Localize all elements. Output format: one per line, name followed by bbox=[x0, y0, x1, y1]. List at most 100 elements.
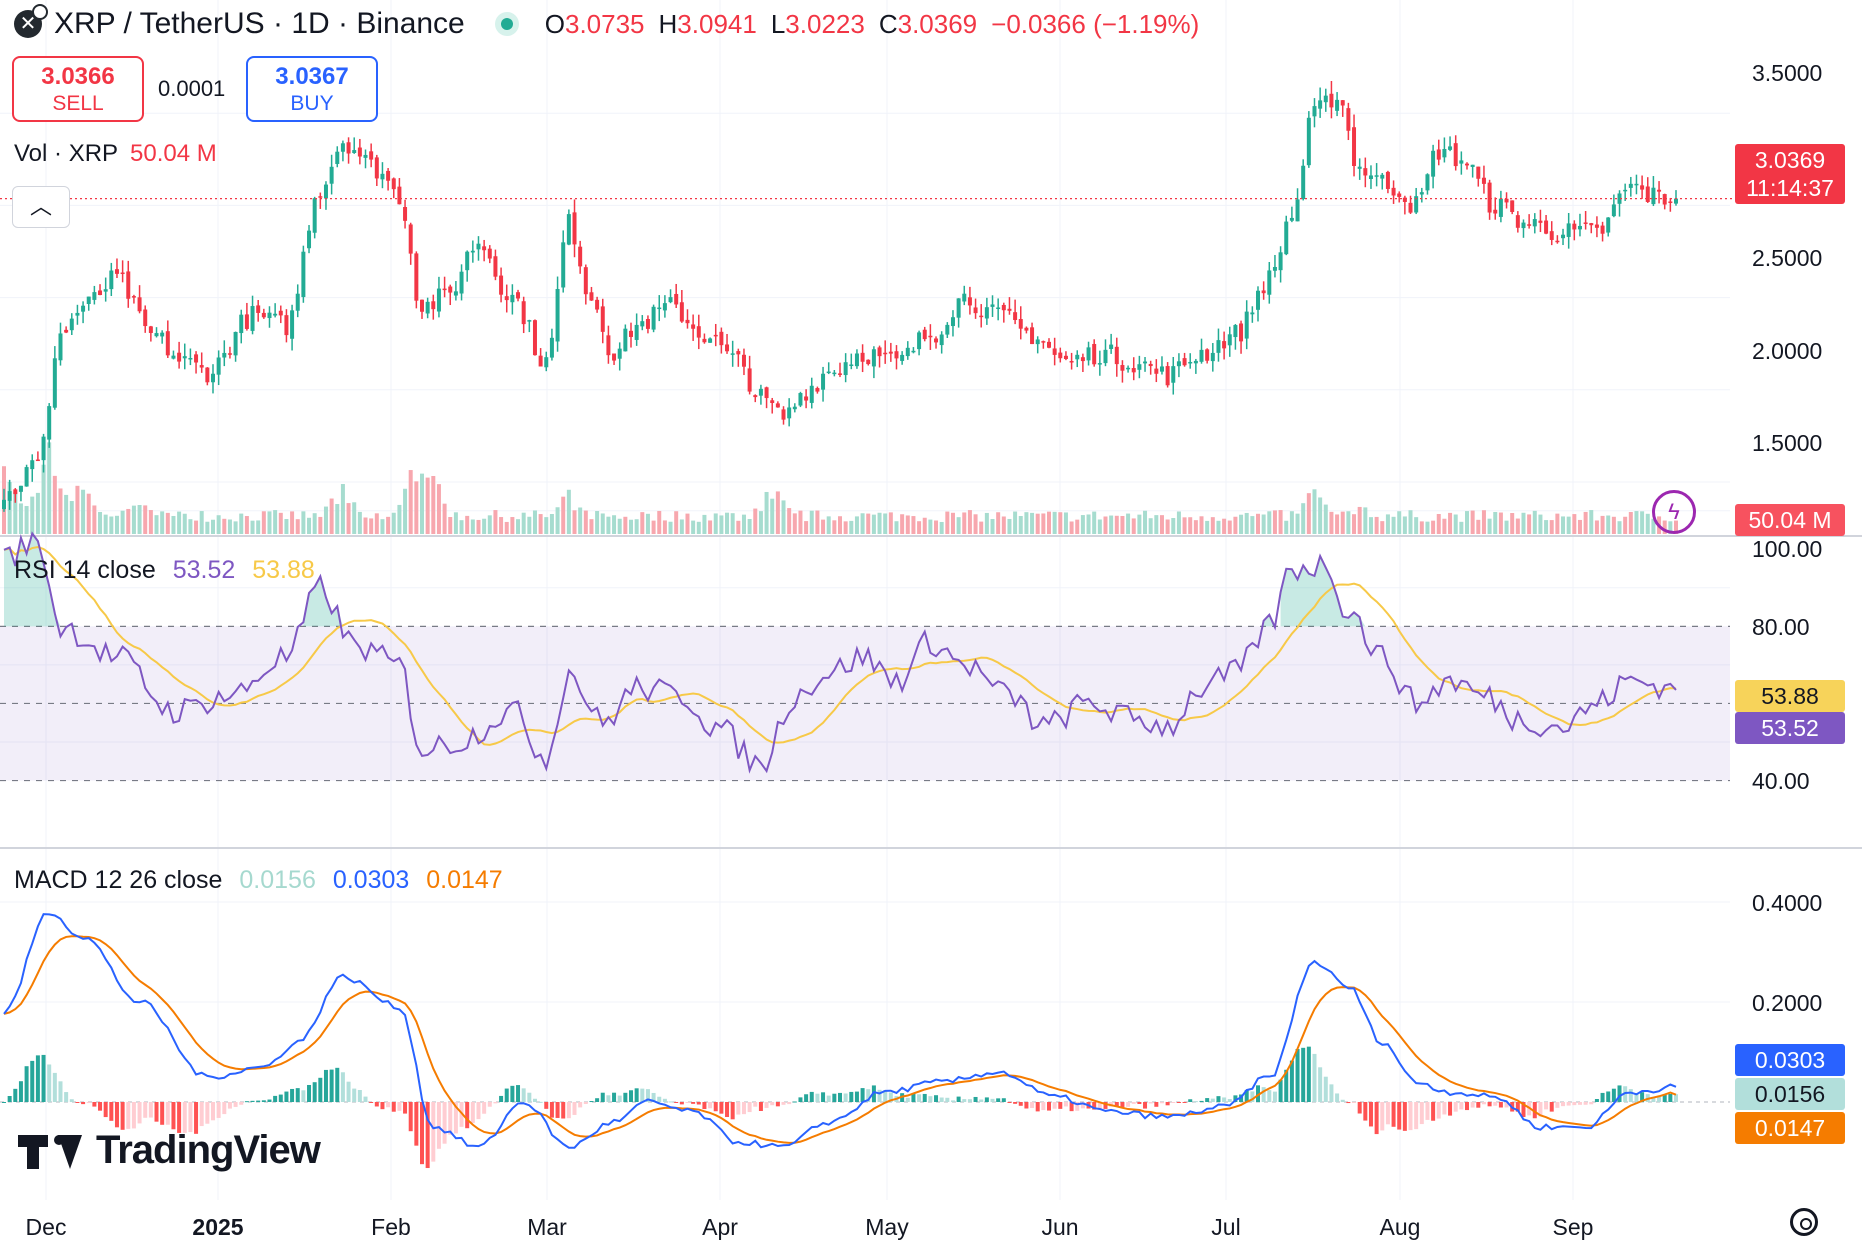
candle-body bbox=[1097, 363, 1102, 365]
macd-histogram-bar bbox=[1171, 1102, 1176, 1103]
buy-button[interactable]: 3.0367 BUY bbox=[246, 56, 378, 122]
macd-histogram-bar bbox=[148, 1102, 153, 1118]
candle-body bbox=[250, 306, 255, 331]
macd-histogram-bar bbox=[1481, 1102, 1486, 1105]
volume-bar bbox=[578, 507, 583, 534]
macd-histogram-bar bbox=[883, 1090, 888, 1102]
candle-body bbox=[482, 246, 487, 251]
candle-body bbox=[1419, 192, 1424, 195]
macd-histogram-bar bbox=[1261, 1087, 1266, 1102]
candle-body bbox=[1109, 344, 1114, 349]
macd-legend[interactable]: MACD 12 26 close 0.0156 0.0303 0.0147 bbox=[14, 866, 503, 895]
macd-histogram-bar bbox=[1176, 1102, 1181, 1103]
macd-histogram-bar bbox=[1301, 1047, 1306, 1102]
macd-histogram-bar bbox=[380, 1102, 385, 1110]
volume-bar bbox=[148, 510, 153, 534]
candle-body bbox=[126, 271, 131, 299]
macd-histogram-bar bbox=[674, 1102, 679, 1103]
macd-histogram-bar bbox=[657, 1096, 662, 1102]
candle-body bbox=[261, 312, 266, 318]
candle-body bbox=[854, 353, 859, 367]
macd-histogram-bar bbox=[516, 1085, 521, 1102]
volume-bar bbox=[1329, 511, 1334, 534]
candle-body bbox=[1114, 346, 1119, 365]
macd-histogram-bar bbox=[329, 1069, 334, 1102]
chart-title[interactable]: XRP / TetherUS · 1D · Binance bbox=[54, 7, 465, 40]
macd-histogram-bar bbox=[821, 1092, 826, 1102]
candle-body bbox=[374, 157, 379, 179]
volume-bar bbox=[589, 519, 594, 534]
macd-histogram-bar bbox=[312, 1082, 317, 1102]
volume-bar bbox=[41, 464, 46, 534]
macd-histogram-bar bbox=[1549, 1102, 1554, 1112]
volume-bar bbox=[651, 520, 656, 534]
macd-histogram-bar bbox=[1476, 1102, 1481, 1108]
volume-bar bbox=[420, 473, 424, 534]
candle-body bbox=[369, 151, 374, 160]
candle-body bbox=[346, 142, 351, 154]
macd-histogram-bar bbox=[1284, 1069, 1289, 1102]
macd-signal-value: 0.0147 bbox=[426, 866, 503, 894]
volume-bar bbox=[544, 517, 549, 534]
sell-button[interactable]: 3.0366 SELL bbox=[12, 56, 144, 122]
candle-body bbox=[1312, 106, 1317, 117]
volume-bar bbox=[1532, 510, 1537, 534]
candle-body bbox=[1368, 175, 1373, 179]
macd-histogram-bar bbox=[758, 1102, 763, 1111]
macd-histogram-bar bbox=[905, 1097, 910, 1102]
macd-histogram-bar bbox=[1210, 1098, 1215, 1102]
volume-bar bbox=[329, 498, 334, 534]
macd-histogram-bar bbox=[1617, 1085, 1622, 1102]
macd-histogram-bar bbox=[662, 1098, 667, 1102]
volume-bar bbox=[510, 517, 515, 534]
candle-body bbox=[1600, 225, 1605, 234]
macd-histogram-bar bbox=[629, 1090, 633, 1102]
volume-legend[interactable]: Vol · XRP 50.04 M bbox=[14, 140, 217, 168]
macd-histogram-bar bbox=[809, 1091, 814, 1102]
volume-bar bbox=[340, 484, 345, 534]
volume-bar bbox=[538, 514, 543, 534]
volume-bar bbox=[871, 514, 876, 534]
xrp-logo-icon[interactable]: ✕ bbox=[14, 4, 48, 38]
candle-body bbox=[1459, 160, 1464, 164]
volume-bar bbox=[1024, 512, 1029, 534]
tradingview-logo[interactable]: TradingView bbox=[18, 1128, 321, 1173]
candle-body bbox=[1007, 308, 1012, 311]
macd-histogram-bar bbox=[487, 1102, 492, 1107]
last-price-tag: 3.0369 11:14:37 bbox=[1735, 144, 1845, 204]
chart-settings-icon[interactable] bbox=[1790, 1208, 1818, 1236]
macd-histogram-bar bbox=[425, 1102, 430, 1169]
macd-histogram-bar bbox=[1103, 1102, 1108, 1109]
candle-body bbox=[1272, 266, 1277, 271]
volume-bar bbox=[295, 519, 300, 534]
macd-histogram-bar bbox=[945, 1097, 950, 1102]
rsi-legend[interactable]: RSI 14 close 53.52 53.88 bbox=[14, 556, 315, 585]
volume-bar bbox=[928, 519, 933, 534]
macd-histogram-bar bbox=[713, 1102, 718, 1112]
volume-bar bbox=[1521, 512, 1526, 534]
volume-bar bbox=[267, 511, 272, 534]
candle-body bbox=[58, 333, 63, 361]
macd-histogram-bar bbox=[58, 1081, 63, 1102]
volume-bar bbox=[1408, 510, 1413, 534]
macd-histogram-bar bbox=[527, 1092, 532, 1102]
candle-body bbox=[222, 352, 227, 358]
macd-histogram-bar bbox=[764, 1102, 769, 1108]
volume-bar bbox=[888, 512, 893, 534]
x-tick-mar: Mar bbox=[527, 1214, 567, 1240]
lightning-icon[interactable]: ϟ bbox=[1652, 490, 1696, 534]
volume-bar bbox=[1391, 516, 1396, 534]
macd-histogram-bar bbox=[956, 1096, 961, 1102]
volume-bar bbox=[821, 519, 826, 534]
volume-bar bbox=[725, 512, 730, 534]
macd-histogram-bar bbox=[470, 1102, 475, 1123]
collapse-legend-button[interactable]: ︿ bbox=[12, 186, 70, 228]
candle-body bbox=[284, 315, 289, 336]
macd-histogram-bar bbox=[1577, 1102, 1582, 1105]
candle-body bbox=[436, 288, 441, 312]
volume-bar bbox=[1459, 521, 1464, 534]
volume-bar bbox=[1397, 511, 1402, 534]
macd-histogram-bar bbox=[555, 1102, 560, 1118]
candle-body bbox=[1041, 341, 1046, 343]
